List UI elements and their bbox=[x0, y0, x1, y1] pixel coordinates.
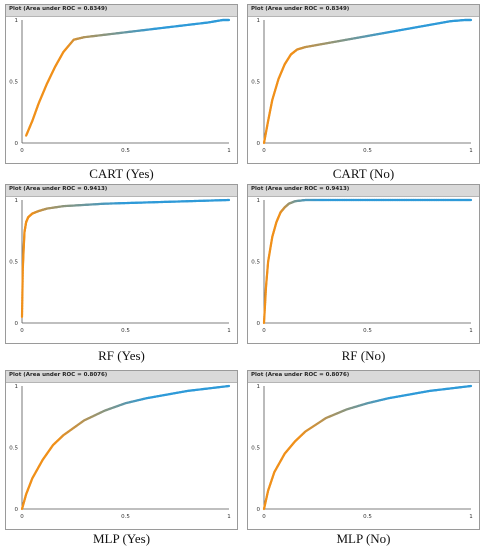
x-tick-label: 1 bbox=[227, 328, 231, 334]
panel-title: Plot (Area under ROC = 0.8349) bbox=[251, 6, 350, 12]
roc-curve-line bbox=[263, 385, 472, 510]
caption-rf-yes: RF (Yes) bbox=[98, 348, 145, 363]
x-tick-label: 1 bbox=[227, 514, 231, 520]
y-tick-label: 0.5 bbox=[251, 446, 260, 452]
y-tick-label: 0 bbox=[15, 141, 19, 147]
y-tick-label: 0 bbox=[15, 321, 19, 327]
caption-cart-no: CART (No) bbox=[332, 166, 395, 181]
panel-title: Plot (Area under ROC = 0.8076) bbox=[9, 372, 108, 378]
roc-chart: 0 0.5 1 0 0.5 1 bbox=[251, 198, 473, 334]
caption-cart-yes: CART (Yes) bbox=[89, 166, 154, 181]
roc-panel-mlp-yes: Plot (Area under ROC = 0.8076) 0 0.5 1 0 0.5… bbox=[5, 370, 238, 530]
panel-titlebar: Plot (Area under ROC = 0.9413) bbox=[248, 185, 479, 197]
y-tick-label: 0.5 bbox=[9, 446, 18, 452]
caption-rf-no: RF (No) bbox=[341, 348, 386, 363]
x-tick-label: 0.5 bbox=[121, 328, 130, 334]
panel-titlebar: Plot (Area under ROC = 0.8076) bbox=[248, 371, 479, 383]
caption-mlp-no: MLP (No) bbox=[336, 531, 391, 546]
roc-curve-line bbox=[21, 199, 230, 317]
x-tick-label: 1 bbox=[469, 514, 473, 520]
panel-title: Plot (Area under ROC = 0.8076) bbox=[251, 372, 350, 378]
y-tick-label: 0 bbox=[257, 321, 261, 327]
roc-chart: 0 0.5 1 0 0.5 1 bbox=[9, 384, 231, 520]
y-tick-label: 1 bbox=[15, 384, 19, 390]
caption-mlp-yes: MLP (Yes) bbox=[92, 531, 151, 546]
x-tick-label: 0 bbox=[262, 148, 266, 154]
y-tick-label: 0.5 bbox=[9, 80, 18, 86]
panel-titlebar: Plot (Area under ROC = 0.8349) bbox=[248, 5, 479, 17]
roc-chart: 0 0.5 1 0 0.5 1 bbox=[9, 198, 231, 334]
x-tick-label: 0.5 bbox=[363, 514, 372, 520]
x-tick-label: 0 bbox=[20, 328, 24, 334]
roc-curve-line bbox=[21, 385, 230, 510]
y-tick-label: 1 bbox=[15, 18, 19, 24]
y-tick-label: 0.5 bbox=[9, 260, 18, 266]
y-tick-label: 1 bbox=[257, 384, 261, 390]
y-tick-label: 0.5 bbox=[251, 260, 260, 266]
y-tick-label: 1 bbox=[15, 198, 19, 204]
panel-title: Plot (Area under ROC = 0.9413) bbox=[9, 186, 108, 192]
roc-panel-rf-no: Plot (Area under ROC = 0.9413) 0 0.5 1 0 0.5… bbox=[247, 184, 480, 344]
x-tick-label: 1 bbox=[469, 328, 473, 334]
x-tick-label: 0 bbox=[20, 514, 24, 520]
roc-panel-cart-yes: Plot (Area under ROC = 0.8349) 0 0.5 1 0 0.5… bbox=[5, 4, 238, 164]
roc-panel-cart-no: Plot (Area under ROC = 0.8349) 0 0.5 1 0 0.5… bbox=[247, 4, 480, 164]
panel-titlebar: Plot (Area under ROC = 0.8076) bbox=[6, 371, 237, 383]
roc-chart: 0 0.5 1 0 0.5 1 bbox=[251, 18, 473, 154]
panel-titlebar: Plot (Area under ROC = 0.9413) bbox=[6, 185, 237, 197]
roc-panel-rf-yes: Plot (Area under ROC = 0.9413) 0 0.5 1 0 0.5… bbox=[5, 184, 238, 344]
roc-panel-mlp-no: Plot (Area under ROC = 0.8076) 0 0.5 1 0 0.5… bbox=[247, 370, 480, 530]
y-tick-label: 0 bbox=[15, 507, 19, 513]
roc-chart: 0 0.5 1 0 0.5 1 bbox=[251, 384, 473, 520]
roc-curve-line bbox=[263, 19, 471, 144]
x-tick-label: 1 bbox=[227, 148, 231, 154]
roc-curve-line bbox=[263, 199, 471, 324]
x-tick-label: 0.5 bbox=[121, 148, 130, 154]
y-tick-label: 0 bbox=[257, 507, 261, 513]
roc-curve-line bbox=[25, 19, 229, 136]
y-tick-label: 1 bbox=[257, 198, 261, 204]
x-tick-label: 0 bbox=[262, 328, 266, 334]
x-tick-label: 0 bbox=[262, 514, 266, 520]
x-tick-label: 0.5 bbox=[363, 328, 372, 334]
y-tick-label: 0.5 bbox=[251, 80, 260, 86]
x-tick-label: 0.5 bbox=[121, 514, 130, 520]
y-tick-label: 0 bbox=[257, 141, 261, 147]
panel-title: Plot (Area under ROC = 0.9413) bbox=[251, 186, 350, 192]
y-tick-label: 1 bbox=[257, 18, 261, 24]
roc-chart: 0 0.5 1 0 0.5 1 bbox=[9, 18, 231, 154]
panel-titlebar: Plot (Area under ROC = 0.8349) bbox=[6, 5, 237, 17]
x-tick-label: 1 bbox=[469, 148, 473, 154]
x-tick-label: 0.5 bbox=[363, 148, 372, 154]
x-tick-label: 0 bbox=[20, 148, 24, 154]
panel-title: Plot (Area under ROC = 0.8349) bbox=[9, 6, 108, 12]
